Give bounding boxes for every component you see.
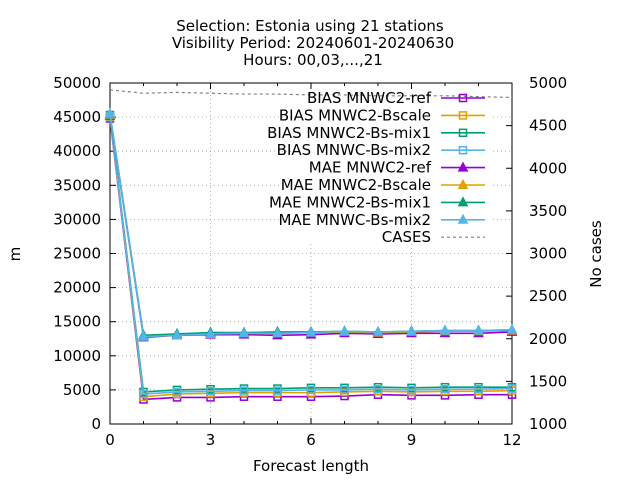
y-tick-label: 35000 — [53, 176, 101, 194]
x-tick-label: 12 — [502, 431, 521, 449]
data-point — [373, 384, 383, 394]
data-point — [340, 385, 349, 395]
y-tick-label: 30000 — [53, 210, 101, 228]
plot-frame — [109, 82, 513, 425]
legend-label: MAE MNWC2-ref — [309, 159, 432, 177]
y-axis-label: m — [6, 247, 24, 262]
x-tick-label: 0 — [105, 431, 115, 449]
chart-title: Selection: Estonia using 21 stations Vis… — [172, 17, 454, 69]
data-point — [507, 384, 517, 393]
axes: 0500010000150002000025000300003500040000… — [53, 74, 567, 449]
legend-label: BIAS MNWC2-Bscale — [279, 106, 431, 124]
legend-marker — [457, 196, 469, 207]
legend-label: MAE MNWC-Bs-mix2 — [278, 211, 431, 229]
y-tick-label: 15000 — [53, 313, 101, 331]
data-point — [506, 323, 518, 334]
data-point — [239, 386, 249, 395]
data-point — [372, 325, 384, 336]
data-point — [406, 325, 417, 336]
title-line-2: Visibility Period: 20240601-20240630 — [172, 34, 454, 52]
legend-marker — [457, 178, 469, 189]
data-point — [339, 325, 350, 336]
data-point — [273, 386, 282, 395]
y-tick-label: 45000 — [53, 108, 101, 126]
x-axis-label: Forecast length — [253, 457, 369, 475]
legend-label: BIAS MNWC2-ref — [307, 89, 432, 107]
legend-marker — [457, 161, 469, 172]
data-point — [305, 326, 317, 337]
legend-marker — [458, 93, 468, 103]
y-tick-label: 20000 — [53, 279, 101, 297]
data-point — [306, 385, 316, 395]
series-line — [109, 89, 513, 99]
data-point — [104, 107, 116, 118]
data-point — [172, 387, 182, 397]
y2-tick-label: 2500 — [529, 287, 567, 305]
data-point — [138, 330, 149, 341]
legend-marker — [458, 145, 468, 155]
series-9 — [109, 89, 513, 99]
legend-marker — [458, 111, 468, 120]
data-point — [206, 387, 215, 396]
y2-tick-label: 1000 — [529, 415, 567, 433]
legend-marker — [457, 213, 469, 224]
data-point — [171, 329, 183, 340]
y2-tick-label: 1500 — [529, 372, 567, 390]
legend-label: BIAS MNWC-Bs-mix2 — [277, 141, 431, 159]
y-tick-label: 5000 — [63, 381, 101, 399]
data-point — [205, 327, 216, 338]
data-point — [473, 324, 484, 335]
y2-tick-label: 4000 — [529, 159, 567, 177]
series-line — [109, 114, 512, 393]
data-point — [272, 327, 283, 338]
legend-marker — [458, 128, 468, 138]
data-point — [474, 384, 483, 394]
y-tick-label: 50000 — [53, 74, 101, 92]
y2-tick-label: 3500 — [529, 202, 567, 220]
x-tick-label: 6 — [306, 431, 316, 449]
y-tick-label: 25000 — [53, 245, 101, 263]
x-tick-label: 3 — [206, 431, 216, 449]
y2-tick-label: 3000 — [529, 245, 567, 263]
legend-label: MAE MNWC2-Bscale — [281, 176, 431, 194]
data-point — [238, 327, 250, 338]
series-line — [109, 116, 513, 395]
title-line-1: Selection: Estonia using 21 stations — [176, 17, 444, 35]
y2-axis-label: No cases — [587, 220, 605, 288]
y2-tick-label: 5000 — [529, 74, 567, 92]
legend-label: BIAS MNWC2-Bs-mix1 — [267, 124, 431, 142]
y2-tick-label: 4500 — [529, 117, 567, 135]
title-line-3: Hours: 00,03,...,21 — [243, 51, 383, 69]
data-point — [139, 389, 148, 399]
series-8 — [104, 107, 518, 341]
y-tick-label: 40000 — [53, 142, 101, 160]
data-point — [407, 385, 416, 395]
x-tick-label: 9 — [407, 431, 417, 449]
data-point — [440, 384, 450, 394]
legend-label: CASES — [382, 228, 431, 246]
y2-tick-label: 2000 — [529, 330, 567, 348]
y-tick-label: 10000 — [53, 347, 101, 365]
y-tick-label: 0 — [91, 415, 101, 433]
data-point — [439, 324, 451, 335]
series-layer — [104, 89, 518, 404]
legend-label: MAE MNWC2-Bs-mix1 — [269, 193, 431, 211]
